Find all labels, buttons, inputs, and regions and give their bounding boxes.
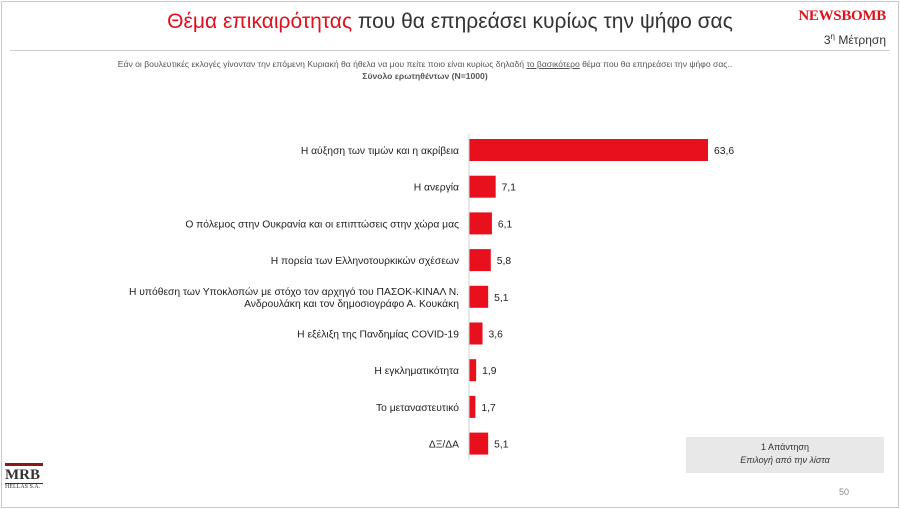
note-line-1: 1 Απάντηση [761, 442, 809, 452]
title-highlight: Θέμα επικαιρότητας [167, 10, 353, 33]
measure-text: Μέτρηση [835, 33, 886, 47]
measure-number: 3 [823, 33, 831, 47]
category-label-9: ΔΞ/ΔΑ [429, 440, 459, 451]
category-label-1: Η αύξηση των τιμών και η ακρίβεια [301, 145, 459, 157]
value-label-3: 6,1 [498, 219, 513, 230]
question-after: θέμα που θα επηρεάσει την ψήφο σας.. [579, 59, 733, 69]
mrb-logo-subtext: HELLAS S.A. [5, 483, 43, 490]
value-label-4: 5,8 [497, 256, 512, 267]
category-label-4: Η πορεία των Ελληνοτουρκικών σχέσεων [271, 255, 459, 267]
bar-6 [469, 322, 483, 345]
value-label-2: 7,1 [502, 183, 517, 194]
measurement-label: 3η Μέτρηση [824, 32, 886, 47]
bar-8 [469, 395, 476, 418]
note-line-2: Επιλογή από την λίστα [740, 455, 830, 465]
bar-3 [469, 212, 492, 235]
category-label-line: Η αύξηση των τιμών και η ακρίβεια [301, 145, 459, 157]
question-underlined: το βασικότερο [526, 59, 580, 69]
bar-7 [469, 359, 477, 382]
category-label-line: Ο πόλεμος στην Ουκρανία και οι επιπτώσει… [185, 218, 459, 230]
value-label-5: 5,1 [494, 293, 509, 304]
category-label-line: ΔΞ/ΔΑ [429, 440, 459, 451]
bar-1 [469, 139, 708, 161]
question-before: Εάν οι βουλευτικές εκλογές γίνονταν την … [117, 59, 527, 69]
category-label-line: Η υπόθεση των Υποκλοπών με στόχο τον αρχ… [129, 286, 459, 298]
category-label-line: Η εξέλιξη της Πανδημίας COVID-19 [297, 329, 459, 341]
value-label-1: 63,6 [714, 146, 734, 157]
category-label-6: Η εξέλιξη της Πανδημίας COVID-19 [297, 329, 459, 341]
bar-2 [469, 175, 496, 198]
mrb-logo-bar [5, 463, 43, 466]
category-label-5: Η υπόθεση των Υποκλοπών με στόχο τον αρχ… [129, 286, 459, 310]
value-label-9: 5,1 [494, 440, 509, 451]
slide-title: Θέμα επικαιρότητας που θα επηρεάσει κυρί… [0, 10, 900, 34]
category-label-line: Ανδρουλάκη και τον δημοσιογράφο Α. Κουκά… [244, 298, 459, 310]
bar-5 [469, 285, 489, 308]
value-label-7: 1,9 [482, 366, 497, 377]
bar-4 [469, 249, 491, 272]
measure-superscript: η [830, 32, 835, 41]
category-label-7: Η εγκληματικότητα [374, 365, 459, 377]
category-label-line: Η ανεργία [414, 182, 459, 194]
title-rest: που θα επηρεάσει κυρίως την ψήφο σας [352, 10, 733, 33]
sample-size: Σύνολο ερωτηθέντων (N=1000) [362, 71, 488, 81]
newsbomb-logo: NEWSBOMB [798, 8, 886, 24]
category-label-line: Το μεταναστευτικό [376, 402, 459, 414]
category-label-3: Ο πόλεμος στην Ουκρανία και οι επιπτώσει… [185, 218, 459, 230]
header-divider [10, 50, 890, 51]
question-text: Εάν οι βουλευτικές εκλογές γίνονταν την … [0, 58, 850, 71]
answer-note-box: 1 Απάντηση Επιλογή από την λίστα [686, 437, 884, 473]
page-number: 50 [839, 487, 850, 497]
category-label-line: Η πορεία των Ελληνοτουρκικών σχέσεων [271, 255, 459, 267]
bar-9 [469, 432, 489, 455]
category-label-8: Το μεταναστευτικό [376, 402, 459, 414]
mrb-logo: MRB HELLAS S.A. [5, 463, 43, 490]
value-label-8: 1,7 [481, 403, 496, 414]
mrb-logo-text: MRB [5, 467, 40, 483]
value-label-6: 3,6 [489, 330, 504, 341]
category-label-2: Η ανεργία [414, 182, 459, 194]
category-label-line: Η εγκληματικότητα [374, 365, 459, 377]
